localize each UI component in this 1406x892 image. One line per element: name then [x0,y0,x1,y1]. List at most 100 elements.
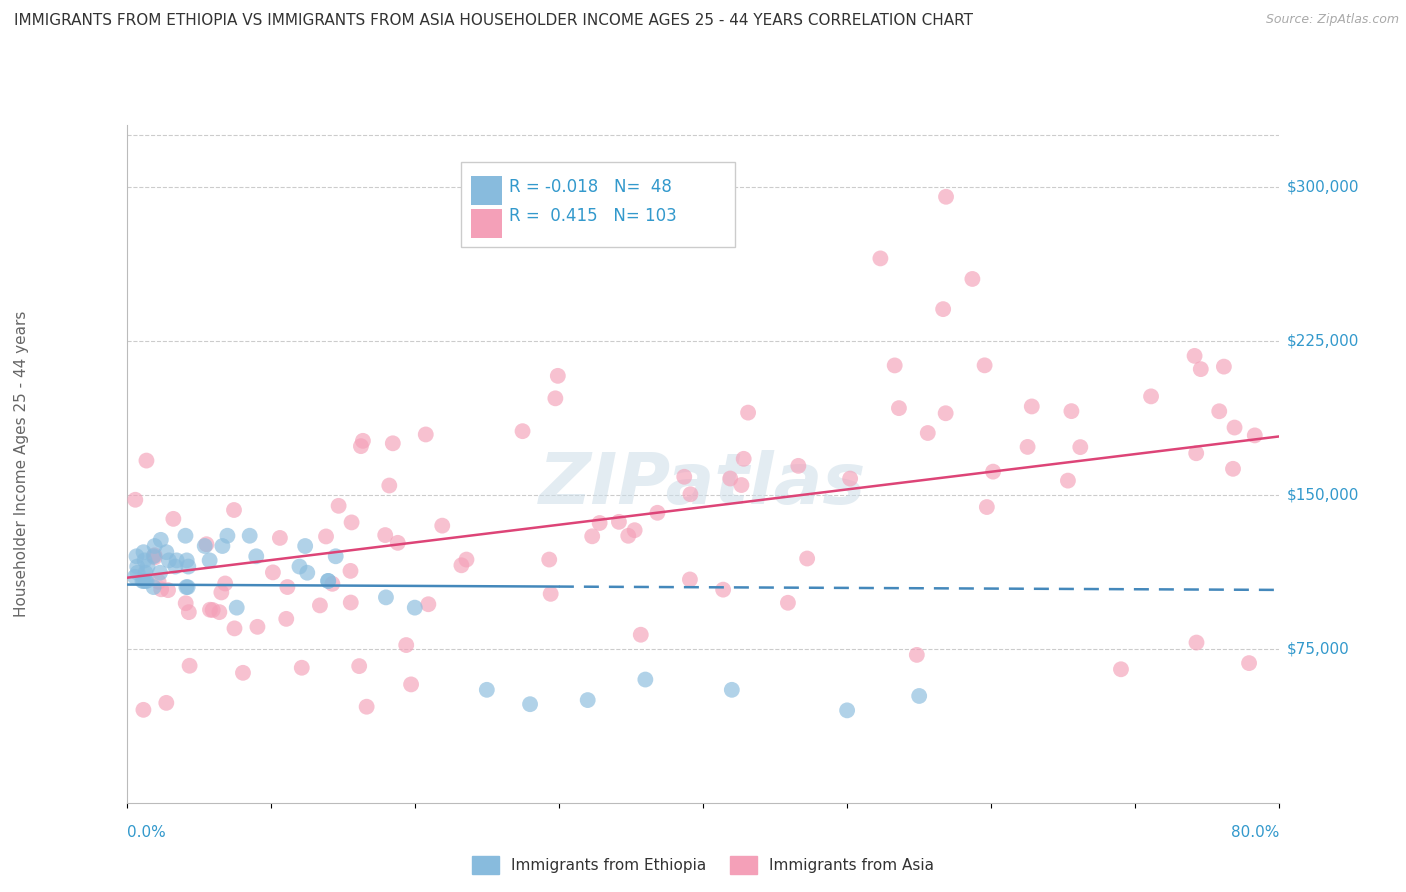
Point [540,587,562,601]
Point [194,539,217,553]
Point [177,605,200,619]
Text: 80.0%: 80.0% [1232,825,1279,840]
Point [124,492,146,507]
Point [232,665,254,680]
Legend: Immigrants from Ethiopia, Immigrants from Asia: Immigrants from Ethiopia, Immigrants fro… [465,850,941,880]
Point [720,682,742,697]
Point [1140,389,1163,403]
Point [352,434,374,448]
Point [418,597,440,611]
Point [143,550,166,565]
Point [787,458,810,473]
Point [321,576,343,591]
Point [607,515,630,529]
Point [262,566,284,580]
Point [195,537,218,551]
Point [711,582,734,597]
Point [356,699,378,714]
Point [932,302,955,317]
Point [157,583,180,598]
Point [124,570,146,584]
Point [174,596,197,610]
Point [630,628,652,642]
Point [142,549,165,564]
Point [165,559,187,574]
Point [374,528,396,542]
Text: Householder Income Ages 25 - 44 years: Householder Income Ages 25 - 44 years [14,310,28,617]
Point [908,689,931,703]
Point [135,453,157,467]
Point [634,673,657,687]
Point [148,574,170,589]
Point [325,549,347,564]
Point [142,580,165,594]
Point [776,596,799,610]
Text: 0.0%: 0.0% [127,825,166,840]
Point [733,451,755,466]
Point [1222,462,1244,476]
Point [905,648,928,662]
Point [198,603,221,617]
Point [350,439,373,453]
Point [835,703,858,717]
Point [378,478,401,492]
Point [981,465,1004,479]
Point [415,427,437,442]
Point [198,553,221,567]
Text: R = -0.018   N=  48: R = -0.018 N= 48 [509,178,672,196]
Point [339,564,361,578]
Point [730,478,752,492]
Point [1237,656,1260,670]
Point [1109,662,1132,676]
Point [869,252,891,266]
Point [288,559,311,574]
Point [135,574,157,588]
Point [576,693,599,707]
Point [387,536,409,550]
Point [547,368,569,383]
Point [339,595,361,609]
Point [962,272,984,286]
Point [839,472,862,486]
Point [679,487,702,501]
Point [1017,440,1039,454]
Point [1185,446,1208,460]
Point [796,551,818,566]
Point [581,529,603,543]
Point [155,696,177,710]
Point [309,599,332,613]
Point [1189,362,1212,376]
Point [149,566,172,580]
Point [673,470,696,484]
Point [1069,440,1091,454]
Point [737,406,759,420]
Point [973,359,995,373]
Point [456,552,478,566]
Text: R =  0.415   N= 103: R = 0.415 N= 103 [509,207,676,225]
Text: $300,000: $300,000 [1286,179,1360,194]
Point [246,620,269,634]
Point [316,574,339,588]
Point [149,533,172,547]
Text: IMMIGRANTS FROM ETHIOPIA VS IMMIGRANTS FROM ASIA HOUSEHOLDER INCOME AGES 25 - 44: IMMIGRANTS FROM ETHIOPIA VS IMMIGRANTS F… [14,13,973,29]
Point [679,573,702,587]
Point [136,559,159,574]
Point [315,529,337,543]
Point [395,638,418,652]
Point [143,539,166,553]
Point [544,392,567,406]
Point [177,559,200,574]
Point [291,661,314,675]
Point [276,580,298,594]
Point [588,516,610,530]
Point [224,621,246,635]
Text: $225,000: $225,000 [1286,333,1358,348]
Point [1057,474,1080,488]
Point [162,512,184,526]
Point [276,612,298,626]
Point [239,529,262,543]
Point [157,553,180,567]
Point [174,529,197,543]
Point [647,506,669,520]
Point [176,553,198,567]
